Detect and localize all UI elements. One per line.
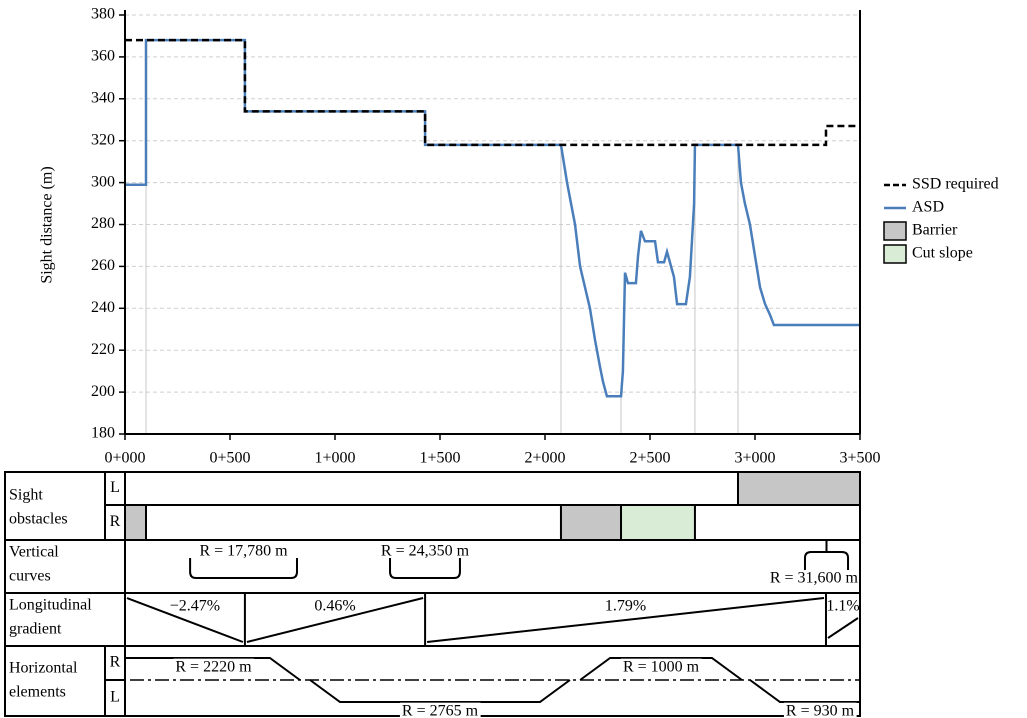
label-background xyxy=(173,658,255,676)
obstacle xyxy=(559,504,623,541)
label-background xyxy=(783,702,857,718)
horizontal-curve xyxy=(749,679,860,703)
obstacle xyxy=(736,471,861,506)
y-axis-label: Sight distance (m) xyxy=(39,166,56,283)
obstacle xyxy=(124,504,147,541)
x-tick-label: 0+500 xyxy=(209,450,250,467)
y-tick-label: 280 xyxy=(91,215,115,232)
legend-label: Cut slope xyxy=(912,245,973,262)
horizontal-curve xyxy=(579,657,743,681)
gradient-line xyxy=(246,597,424,643)
x-tick-label: 2+000 xyxy=(524,450,565,467)
horizontal-curve-label: R = 2220 m xyxy=(175,659,252,676)
x-tick-label: 2+500 xyxy=(629,450,670,467)
horizontal-curve xyxy=(125,657,301,681)
row-label: Vertical xyxy=(9,544,59,561)
row-label: Horizontal xyxy=(9,660,78,677)
vertical-curve-label: R = 17,780 m xyxy=(199,543,288,560)
gradient-label: 0.46% xyxy=(314,598,355,615)
y-tick-label: 260 xyxy=(91,257,115,274)
y-tick-label: 360 xyxy=(91,48,115,65)
x-tick-label: 1+500 xyxy=(419,450,460,467)
y-tick-label: 380 xyxy=(91,6,115,23)
gradient-line xyxy=(426,597,825,643)
horizontal-curve-label: R = 1000 m xyxy=(623,659,700,676)
vertical-curve xyxy=(189,558,298,579)
side-label: R xyxy=(110,654,121,671)
y-tick-label: 320 xyxy=(91,131,115,148)
side-label: R xyxy=(110,513,121,530)
y-tick-label: 200 xyxy=(91,383,115,400)
x-tick-label: 1+000 xyxy=(314,450,355,467)
vertical-curve xyxy=(803,541,850,570)
x-tick-label: 3+500 xyxy=(839,450,880,467)
legend-swatch xyxy=(883,221,907,241)
y-tick-label: 300 xyxy=(91,173,115,190)
label-background xyxy=(399,702,481,718)
gradient-label: −2.47% xyxy=(170,598,220,615)
y-tick-label: 180 xyxy=(91,425,115,442)
horizontal-curve-label: R = 2765 m xyxy=(402,703,479,718)
gradient-label: 1.1% xyxy=(826,598,859,615)
horizontal-curve xyxy=(309,679,571,703)
legend-label: ASD xyxy=(912,199,944,216)
row-label: obstacles xyxy=(9,511,68,528)
x-tick-label: 0+000 xyxy=(104,450,145,467)
side-label: L xyxy=(110,479,120,496)
vertical-curve-label: R = 31,600 m xyxy=(770,570,859,587)
legend-label: Barrier xyxy=(912,222,958,239)
horizontal-curve-label: R = 930 m xyxy=(786,703,855,718)
series-line xyxy=(125,38,860,147)
x-tick-label: 3+000 xyxy=(734,450,775,467)
row-label: gradient xyxy=(9,621,62,638)
series-line xyxy=(125,38,860,398)
label-background xyxy=(620,658,702,676)
row-label: elements xyxy=(9,684,66,701)
side-label: L xyxy=(110,689,120,706)
gradient-line xyxy=(827,617,859,639)
gradient-line xyxy=(126,597,244,643)
gradient-label: 1.79% xyxy=(605,598,646,615)
y-tick-label: 340 xyxy=(91,89,115,106)
y-tick-label: 220 xyxy=(91,341,115,358)
vertical-curve xyxy=(389,558,461,579)
row-label: Sight xyxy=(9,487,43,504)
row-label: curves xyxy=(9,568,51,585)
vertical-curve-label: R = 24,350 m xyxy=(381,543,470,560)
row-label: Longitudinal xyxy=(9,597,92,614)
obstacle xyxy=(620,504,696,541)
legend-label: SSD required xyxy=(912,176,999,193)
legend-swatch xyxy=(883,244,907,264)
y-tick-label: 240 xyxy=(91,299,115,316)
